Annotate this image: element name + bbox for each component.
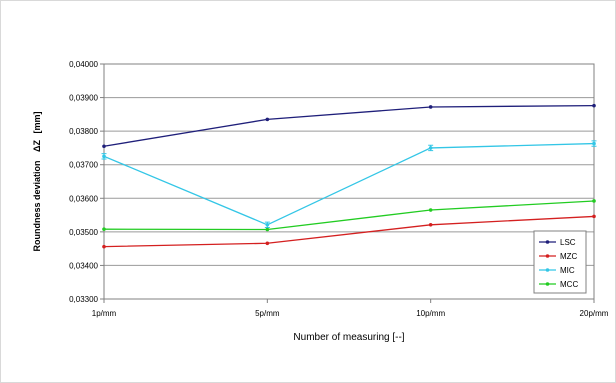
data-point <box>592 199 596 203</box>
data-point <box>592 214 596 219</box>
data-point <box>102 227 106 231</box>
data-point <box>102 144 106 149</box>
data-point <box>428 105 433 109</box>
legend-marker <box>545 268 550 272</box>
series <box>101 103 597 249</box>
data-point <box>592 103 596 108</box>
legend-label: LSC <box>560 238 576 247</box>
gridlines <box>104 63 594 300</box>
series-lsc <box>102 103 596 149</box>
y-axis-symbol: ΔZ <box>32 140 42 152</box>
data-point <box>265 227 270 232</box>
x-tick-label: 10p/mm <box>416 309 445 318</box>
legend-label: MIC <box>560 266 575 275</box>
x-tick-labels: 1p/mm 5p/mm 10p/mm 20p/mm <box>92 299 609 318</box>
legend-marker <box>545 282 550 286</box>
legend-item-mzc: MZC <box>539 252 578 261</box>
series-line-mic <box>103 142 595 226</box>
x-tick-label: 20p/mm <box>580 309 609 318</box>
series-mzc <box>102 214 596 249</box>
y-tick-label: 0,03700 <box>69 161 98 170</box>
y-tick-label: 0,03300 <box>69 295 98 304</box>
y-tick-label: 0,03400 <box>69 261 98 270</box>
x-axis-title: Number of measuring [--] <box>293 332 404 343</box>
data-point <box>265 223 270 227</box>
legend-marker <box>545 240 550 244</box>
legend-label: MCC <box>560 280 578 289</box>
y-tick-label: 0,03600 <box>69 194 98 203</box>
series-mic <box>101 140 597 228</box>
y-axis-unit: [mm] <box>32 111 42 133</box>
legend-item-mic: MIC <box>539 266 575 275</box>
y-tick-label: 0,03800 <box>69 127 98 136</box>
data-point <box>428 146 433 150</box>
series-line-mzc <box>103 215 595 248</box>
series-mcc <box>102 199 596 232</box>
y-axis-title: Roundness deviation ΔZ [mm] <box>32 111 42 251</box>
y-tick-label: 0,03500 <box>69 228 98 237</box>
data-point <box>592 141 596 146</box>
series-line-mcc <box>103 200 595 231</box>
x-tick-label: 1p/mm <box>92 309 117 318</box>
data-point <box>428 208 433 212</box>
data-point <box>265 117 270 122</box>
series-line-lsc <box>103 104 595 147</box>
data-point <box>102 154 106 159</box>
y-tick-labels: 0,03300 0,03400 0,03500 0,03600 0,03700 0,038… <box>69 60 104 304</box>
legend: LSC MZC MIC MCC <box>533 230 587 294</box>
plot-area <box>103 63 595 300</box>
legend-marker <box>545 254 550 258</box>
legend-box <box>533 230 587 294</box>
legend-item-mcc: MCC <box>539 280 578 289</box>
y-tick-label: 0,04000 <box>69 60 98 69</box>
y-axis-label: Roundness deviation <box>32 160 42 251</box>
legend-item-lsc: LSC <box>539 238 576 247</box>
y-tick-label: 0,03900 <box>69 94 98 103</box>
x-tick-label: 5p/mm <box>255 309 280 318</box>
data-point <box>102 244 106 249</box>
data-point <box>428 223 433 227</box>
legend-label: MZC <box>560 252 578 261</box>
data-point <box>265 241 270 246</box>
